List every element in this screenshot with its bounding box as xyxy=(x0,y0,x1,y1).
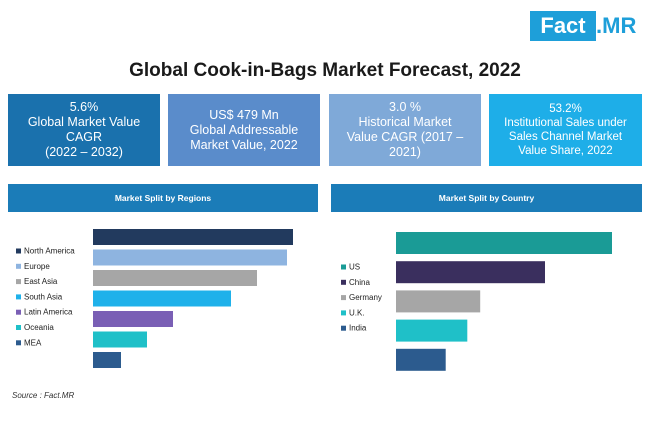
bar-east-asia xyxy=(93,270,257,286)
legend-label-us: US xyxy=(349,263,360,272)
legend-label-south-asia: South Asia xyxy=(24,292,63,301)
fact-mr-logo: Fact .MR xyxy=(530,11,638,41)
kpi-text: US$ 479 Mn Global Addressable Market Value… xyxy=(189,107,299,152)
bar-europe xyxy=(93,249,287,266)
bar-north-america xyxy=(93,229,293,245)
legend-label-north-america: North America xyxy=(24,247,75,256)
kpi-box-market-value: US$ 479 Mn Global Addressable Market Value… xyxy=(168,94,320,166)
kpi-box-institutional-share: 53.2% Institutional Sales under Sales Chan… xyxy=(489,94,642,166)
legend-swatch-u-k xyxy=(341,310,346,316)
bar-germany xyxy=(396,290,481,313)
legend-swatch-latin-america xyxy=(16,309,21,315)
legend-label-latin-america: Latin America xyxy=(24,308,73,317)
legend-swatch-east-asia xyxy=(16,279,21,285)
legend-swatch-europe xyxy=(16,263,21,269)
legend-label-china: China xyxy=(349,278,370,287)
regions-chart-header: Market Split by Regions xyxy=(8,184,318,212)
legend-swatch-south-asia xyxy=(16,294,21,300)
bar-south-asia xyxy=(93,290,231,307)
bar-latin-america xyxy=(93,311,173,327)
legend-label-u-k: U.K. xyxy=(349,308,365,317)
logo-mr-text: .MR xyxy=(596,13,637,38)
legend-swatch-us xyxy=(341,264,346,270)
kpi-box-historical-cagr: 3.0 % Historical Market Value CAGR (2017 –… xyxy=(329,94,481,166)
legend-swatch-germany xyxy=(341,295,346,301)
logo-fact-text: Fact xyxy=(530,11,596,41)
bar-u-k xyxy=(396,319,468,342)
legend-label-europe: Europe xyxy=(24,262,50,271)
bar-china xyxy=(396,261,545,284)
country-chart-header: Market Split by Country xyxy=(331,184,642,212)
legend-label-mea: MEA xyxy=(24,338,42,347)
legend-swatch-north-america xyxy=(16,248,21,254)
legend-swatch-oceania xyxy=(16,325,21,330)
legend-label-east-asia: East Asia xyxy=(24,277,58,286)
page-title: Global Cook-in-Bags Market Forecast, 202… xyxy=(129,60,521,81)
bar-us xyxy=(396,232,612,254)
kpi-box-market-cagr: 5.6% Global Market Value CAGR (2022 – 2032) xyxy=(8,94,160,166)
legend-swatch-india xyxy=(341,325,346,331)
kpi-text: 5.6% Global Market Value CAGR (2022 – 2032) xyxy=(27,100,141,159)
legend-label-oceania: Oceania xyxy=(24,323,54,332)
bar-india xyxy=(396,348,446,371)
kpi-text: 53.2% Institutional Sales under Sales Chan… xyxy=(504,103,627,157)
bar-oceania xyxy=(93,331,147,348)
source-note: Source : Fact.MR xyxy=(12,391,75,400)
legend-label-germany: Germany xyxy=(349,293,382,302)
legend-label-india: India xyxy=(349,324,367,333)
kpi-text: 3.0 % Historical Market Value CAGR (2017 –… xyxy=(346,100,464,159)
legend-swatch-china xyxy=(341,279,346,285)
bar-mea xyxy=(93,352,121,368)
legend-swatch-mea xyxy=(16,340,21,346)
